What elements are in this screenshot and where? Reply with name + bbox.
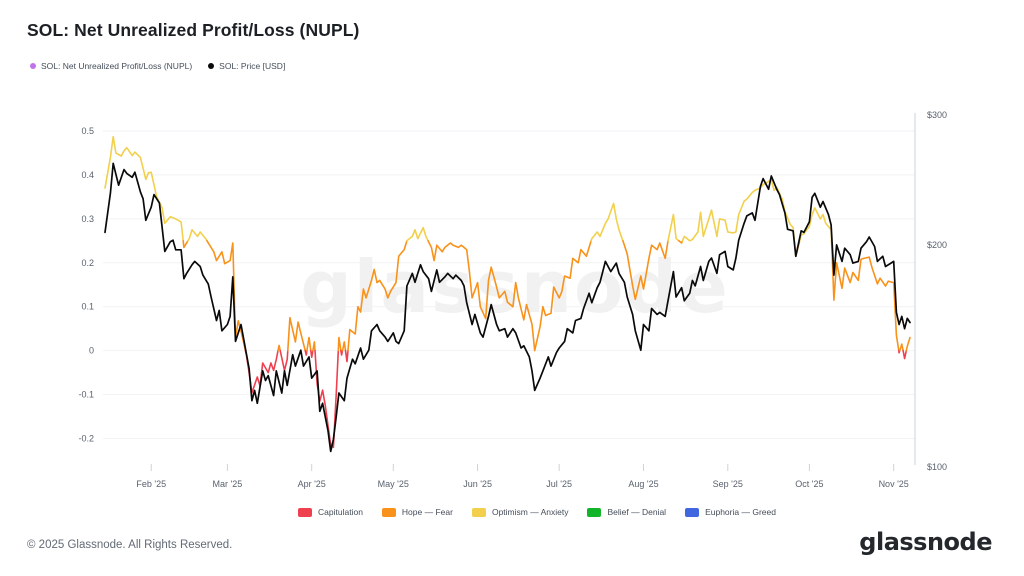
band-legend-item: Euphoria — Greed (685, 507, 776, 517)
nupl-line-segment (681, 178, 796, 242)
band-legend-label: Belief — Denial (607, 507, 667, 517)
nupl-line-segment (104, 135, 184, 242)
legend-item-price[interactable]: SOL: Price [USD] (208, 61, 285, 71)
band-legend-label: Capitulation (318, 507, 363, 517)
band-legend-item: Hope — Fear (381, 507, 453, 517)
nupl-line-segment (182, 240, 189, 249)
band-legend-item: Belief — Denial (587, 507, 666, 517)
left-axis-tick-label: 0.5 (81, 126, 94, 136)
x-axis-tick-label: May '25 (378, 479, 409, 489)
chart-title: SOL: Net Unrealized Profit/Loss (NUPL) (27, 20, 360, 40)
nupl-line-segment (337, 336, 342, 352)
legend-item-label: SOL: Net Unrealized Profit/Loss (NUPL) (41, 61, 193, 71)
band-legend-label: Hope — Fear (401, 507, 453, 517)
band-color-swatch (298, 507, 313, 517)
nupl-line-segment (304, 349, 308, 356)
band-color-swatch (685, 507, 700, 517)
copyright-text: © 2025 Glassnode. All Rights Reserved. (27, 539, 233, 551)
left-axis-tick-label: -0.1 (78, 390, 94, 400)
legend-item-nupl[interactable]: SOL: Net Unrealized Profit/Loss (NUPL) (30, 61, 192, 71)
band-legend-item: Capitulation (298, 507, 363, 517)
legend-dot-icon (30, 63, 36, 69)
nupl-line-segment (905, 336, 911, 352)
nupl-line-segment (590, 202, 624, 242)
band-legend-label: Optimism — Anxiety (491, 507, 569, 517)
x-axis-tick-label: Apr '25 (298, 479, 326, 489)
price-line-series (104, 162, 911, 453)
nupl-line-segment (206, 240, 247, 352)
nupl-line-segment (344, 349, 349, 363)
nupl-line-segment (340, 349, 344, 356)
band-color-swatch (587, 507, 602, 517)
left-axis-tick-label: 0.3 (81, 214, 94, 224)
left-axis-tick-label: 0 (89, 346, 94, 356)
nupl-line-segment (902, 349, 908, 360)
nupl-line-segment (347, 240, 408, 352)
nupl-line-segment (830, 240, 900, 352)
band-legend-label: Euphoria — Greed (705, 507, 776, 517)
nupl-line-segment (341, 341, 347, 352)
nupl-line-segment (306, 336, 312, 352)
legend-dot-icon (208, 63, 215, 69)
legend-item-label: SOL: Price [USD] (219, 61, 286, 71)
right-axis-tick-label: $200 (927, 240, 947, 250)
nupl-line-segment (312, 341, 316, 352)
left-axis-tick-label: 0.1 (81, 302, 94, 312)
x-axis-tick-label: Jun '25 (463, 479, 492, 489)
nupl-line-segment (798, 207, 833, 242)
glassnode-logo: glassnode (859, 528, 992, 556)
nupl-line-segment (427, 240, 592, 352)
nupl-line-segment (277, 344, 281, 352)
x-axis-tick-label: Feb '25 (136, 479, 166, 489)
x-axis-tick-label: Aug '25 (628, 479, 658, 489)
nupl-line-segment (279, 349, 289, 372)
right-axis-tick-label: $100 (927, 462, 947, 472)
band-color-swatch (471, 507, 486, 517)
band-color-swatch (381, 507, 396, 517)
nupl-line-segment (899, 343, 904, 352)
x-axis-tick-label: Oct '25 (795, 479, 823, 489)
nupl-line-segment (622, 240, 669, 301)
band-legend-item: Optimism — Anxiety (471, 507, 569, 517)
nupl-line-segment (406, 226, 429, 242)
series-legend: SOL: Net Unrealized Profit/Loss (NUPL) SO… (30, 61, 285, 71)
nupl-line-segment (667, 213, 680, 242)
left-axis-tick-label: -0.2 (78, 434, 94, 444)
x-axis-tick-label: Sep '25 (713, 479, 743, 489)
left-axis-tick-label: 0.2 (81, 258, 94, 268)
left-axis-tick-label: 0.4 (81, 170, 94, 180)
x-axis-tick-label: Nov '25 (879, 479, 909, 489)
x-axis-tick-label: Jul '25 (546, 479, 572, 489)
x-axis-tick-label: Mar '25 (213, 479, 243, 489)
nupl-line-segment (187, 229, 208, 242)
right-axis-tick-label: $300 (927, 110, 947, 120)
nupl-band-legend: Capitulation Hope — Fear Optimism — Anxiet… (25, 507, 1024, 517)
nupl-line-segment (287, 316, 306, 352)
nupl-line-segment (310, 349, 314, 358)
